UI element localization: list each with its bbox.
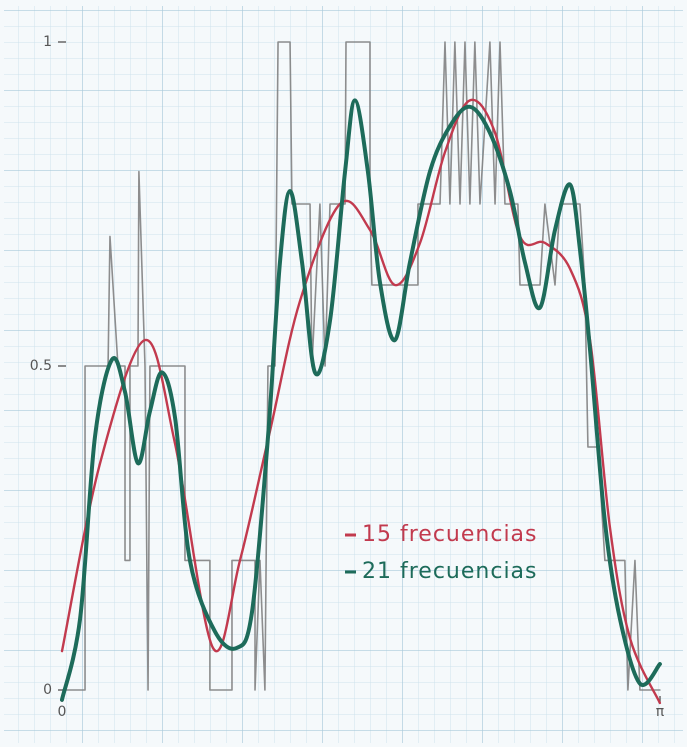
series-line <box>61 41 661 691</box>
y-tick-label: 1 <box>43 34 52 50</box>
y-tick-label: 0.5 <box>30 358 52 374</box>
y-tick-label: 0 <box>43 682 52 698</box>
legend-label: 21 frecuencias <box>362 559 538 584</box>
legend-label: 15 frecuencias <box>362 522 538 547</box>
series-line <box>60 98 662 702</box>
graph-grid <box>4 6 683 743</box>
x-tick-label: π <box>656 704 665 720</box>
x-tick-label: 0 <box>58 704 67 720</box>
series-line <box>60 98 662 705</box>
